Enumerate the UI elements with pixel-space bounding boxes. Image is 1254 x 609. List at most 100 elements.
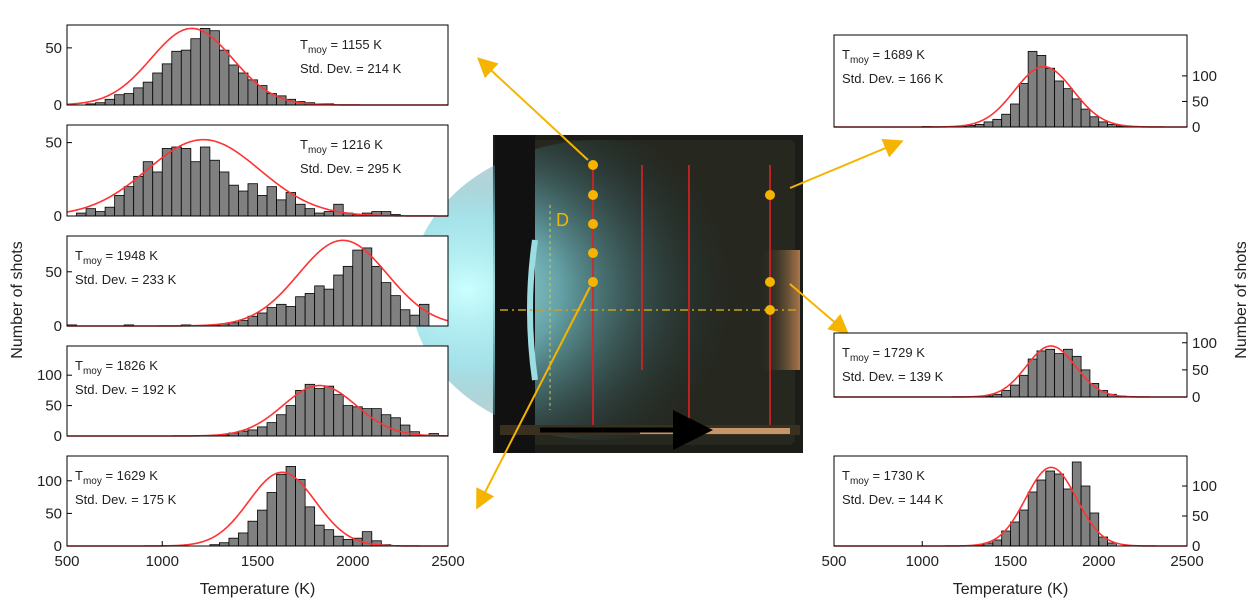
annotation-mean: Tmoy = 1826 K	[75, 358, 158, 377]
annotation-std: Std. Dev. = 139 K	[842, 369, 944, 384]
bar	[142, 81, 154, 106]
y-tick-label: 0	[1192, 119, 1200, 136]
bar	[257, 195, 268, 217]
axes-frame	[66, 235, 449, 327]
y-tick-label: 0	[1192, 538, 1200, 555]
histogram-panel: 0 50 100 Tmoy = 1729 K Std. Dev. = 139 K	[833, 332, 1217, 406]
bar	[342, 405, 354, 437]
y-tick-label: 0	[54, 208, 62, 225]
annotation-subscript: moy	[83, 476, 102, 487]
x-tick-label: 1000	[146, 553, 179, 570]
bar	[266, 307, 277, 327]
bar	[1027, 50, 1038, 128]
annotation-value: = 1629 K	[102, 468, 158, 483]
bar	[1063, 88, 1073, 128]
histogram-panel: 0 50 100 Tmoy = 1826 K Std. Dev. = 192 K	[37, 345, 449, 445]
annotation-std: Std. Dev. = 192 K	[75, 382, 177, 397]
annotation-value: = 1730 K	[869, 468, 925, 483]
bar	[314, 285, 325, 327]
annotation-std: Std. Dev. = 166 K	[842, 71, 944, 86]
bar	[1054, 80, 1064, 128]
bar	[199, 28, 211, 106]
bar	[1036, 350, 1047, 398]
bar	[228, 184, 239, 217]
bar	[199, 146, 211, 217]
annotation-mean: Tmoy = 1216 K	[300, 137, 383, 156]
annotation-value: = 1826 K	[102, 358, 158, 373]
y-tick-label: 50	[45, 505, 62, 522]
bar	[218, 171, 230, 217]
y-tick-label: 100	[1192, 478, 1217, 495]
bar	[1010, 521, 1020, 547]
x-tick-label: 1000	[906, 553, 939, 570]
bar	[1080, 108, 1091, 128]
bar	[304, 208, 316, 217]
x-tick-label: 2000	[336, 553, 369, 570]
annotation-mean: Tmoy = 1729 K	[842, 345, 925, 364]
x-tick-label: 1500	[994, 553, 1027, 570]
bar	[295, 479, 306, 547]
y-tick-label: 0	[54, 428, 62, 445]
bar	[352, 249, 363, 327]
bar	[323, 385, 335, 437]
bar	[161, 148, 173, 217]
bar	[1054, 353, 1064, 398]
bar	[247, 520, 258, 547]
bar	[1063, 488, 1073, 547]
annotation-symbol: T	[300, 137, 308, 152]
bar	[133, 175, 144, 217]
bar	[1018, 509, 1029, 547]
bar	[1027, 491, 1038, 547]
annotation-subscript: moy	[308, 145, 327, 156]
annotation-symbol: T	[842, 468, 850, 483]
annotation-symbol: T	[75, 358, 83, 373]
axes-frame	[833, 34, 1188, 128]
bar	[992, 118, 1003, 128]
bar	[104, 98, 116, 106]
bar	[171, 146, 182, 217]
bar	[180, 148, 192, 217]
bar	[1071, 355, 1082, 398]
bar	[1010, 384, 1020, 398]
bar	[218, 49, 230, 106]
bar	[152, 72, 163, 106]
annotation-subscript: moy	[850, 476, 869, 487]
bar	[399, 309, 411, 327]
bar	[276, 473, 287, 547]
x-axis-label: Temperature (K)	[953, 581, 1069, 598]
bar	[361, 247, 373, 327]
bar	[247, 183, 258, 217]
bar	[399, 424, 411, 437]
bar	[304, 293, 316, 327]
bar	[295, 389, 306, 437]
annotation-std: Std. Dev. = 144 K	[842, 492, 944, 507]
annotation-mean: Tmoy = 1629 K	[75, 468, 158, 487]
bar	[285, 466, 297, 547]
bar	[171, 50, 182, 106]
bar	[238, 532, 249, 547]
y-tick-label: 50	[45, 40, 62, 57]
annotation-value: = 1948 K	[102, 248, 158, 263]
bar	[276, 303, 287, 327]
histogram-panel: 0 50 100 Tmoy = 1689 K Std. Dev. = 166 K	[833, 34, 1217, 136]
annotation-symbol: T	[75, 468, 83, 483]
annotation-symbol: T	[842, 345, 850, 360]
bar	[266, 422, 277, 437]
annotation-mean: Tmoy = 1155 K	[300, 37, 382, 56]
y-tick-label: 50	[45, 264, 62, 281]
bar	[380, 282, 392, 327]
bar	[1027, 358, 1038, 398]
bar	[1045, 348, 1056, 398]
bar	[276, 414, 287, 437]
annotation-value: = 1689 K	[869, 47, 925, 62]
bar	[247, 429, 258, 437]
bar	[323, 529, 335, 547]
bar	[1018, 374, 1029, 398]
bar	[1018, 83, 1029, 128]
y-axis-label: Number of shots	[1233, 241, 1250, 358]
bar	[276, 199, 287, 217]
annotation-symbol: T	[300, 37, 308, 52]
y-tick-label: 50	[45, 135, 62, 152]
x-tick-label: 2500	[1170, 553, 1203, 570]
bar	[257, 312, 268, 327]
